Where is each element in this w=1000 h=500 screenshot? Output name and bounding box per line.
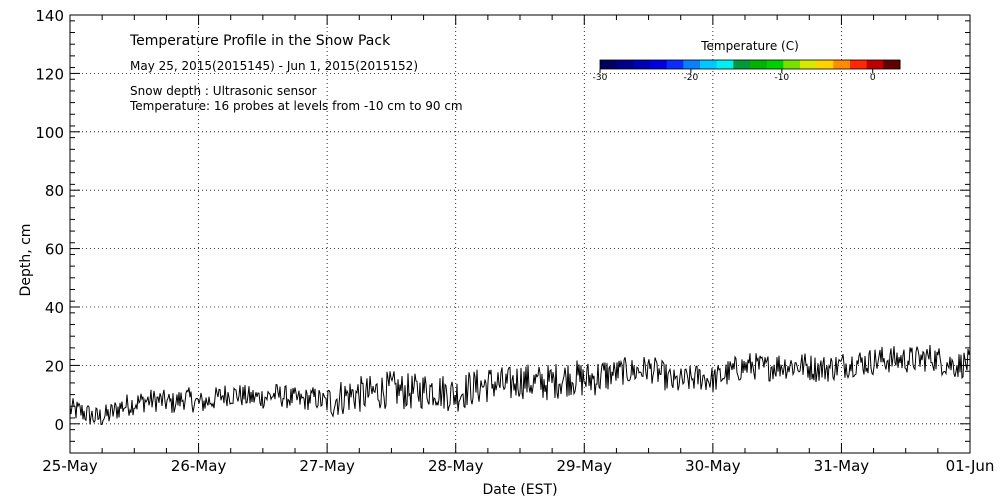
y-axis-label: Depth, cm — [18, 224, 34, 297]
colorbar-border — [599, 59, 901, 70]
colorbar-ticks: -30 -20 -10 0 — [593, 69, 876, 83]
colorbar-swatch — [650, 60, 668, 69]
chart-title: Temperature Profile in the Snow Pack — [129, 33, 391, 49]
y-tick-label: 0 — [54, 416, 64, 434]
colorbar-swatch — [816, 60, 834, 69]
colorbar-swatch — [600, 60, 618, 69]
colorbar-title: Temperature (C) — [700, 39, 799, 53]
colorbar-tick-label: -30 — [593, 73, 608, 83]
colorbar-swatches — [599, 59, 901, 70]
colorbar-swatch — [750, 60, 768, 69]
x-tick-label: 27-May — [299, 457, 355, 475]
annotation-temperature: Temperature: 16 probes at levels from -1… — [129, 99, 463, 113]
colorbar-swatch — [716, 60, 734, 69]
x-tick-label: 29-May — [557, 457, 613, 475]
x-tick-label: 25-May — [42, 457, 98, 475]
y-axis-ticks: 0 20 40 60 80 100 120 140 — [35, 7, 970, 434]
minor-ticks — [70, 15, 970, 454]
colorbar-swatch — [666, 60, 684, 69]
x-axis-ticks: 25-May 26-May 27-May 28-May 29-May 30-May 31-M… — [42, 15, 994, 475]
colorbar-swatch — [800, 60, 818, 69]
x-axis-label: Date (EST) — [482, 482, 557, 498]
colorbar-swatch — [766, 60, 784, 69]
colorbar-swatch — [883, 60, 901, 69]
snow-depth-series — [69, 344, 971, 426]
colorbar-tick-label: -20 — [684, 73, 699, 83]
chart-subtitle: May 25, 2015(2015145) - Jun 1, 2015(2015… — [130, 59, 418, 73]
y-tick-label: 100 — [35, 124, 64, 142]
colorbar-tick-label: 0 — [870, 73, 876, 83]
temperature-colorbar: Temperature (C) -30 -20 -10 0 — [593, 39, 901, 83]
y-tick-label: 80 — [45, 182, 64, 200]
colorbar-swatch — [700, 60, 718, 69]
colorbar-swatch — [866, 60, 884, 69]
y-tick-label: 120 — [35, 65, 64, 83]
y-tick-label: 20 — [45, 357, 64, 375]
x-tick-label: 30-May — [685, 457, 741, 475]
x-tick-label: 26-May — [171, 457, 227, 475]
colorbar-swatch — [850, 60, 868, 69]
colorbar-swatch — [616, 60, 634, 69]
colorbar-swatch — [833, 60, 851, 69]
y-tick-label: 140 — [35, 7, 64, 25]
colorbar-swatch — [783, 60, 801, 69]
colorbar-swatch — [633, 60, 651, 69]
x-tick-label: 31-May — [814, 457, 870, 475]
y-tick-label: 40 — [45, 299, 64, 317]
colorbar-swatch — [683, 60, 701, 69]
y-tick-label: 60 — [45, 241, 64, 259]
x-tick-label: 01-Jun — [946, 457, 995, 475]
annotation-snow-depth: Snow depth : Ultrasonic sensor — [130, 84, 317, 98]
colorbar-swatch — [733, 60, 751, 69]
colorbar-tick-label: -10 — [774, 73, 789, 83]
x-tick-label: 28-May — [428, 457, 484, 475]
